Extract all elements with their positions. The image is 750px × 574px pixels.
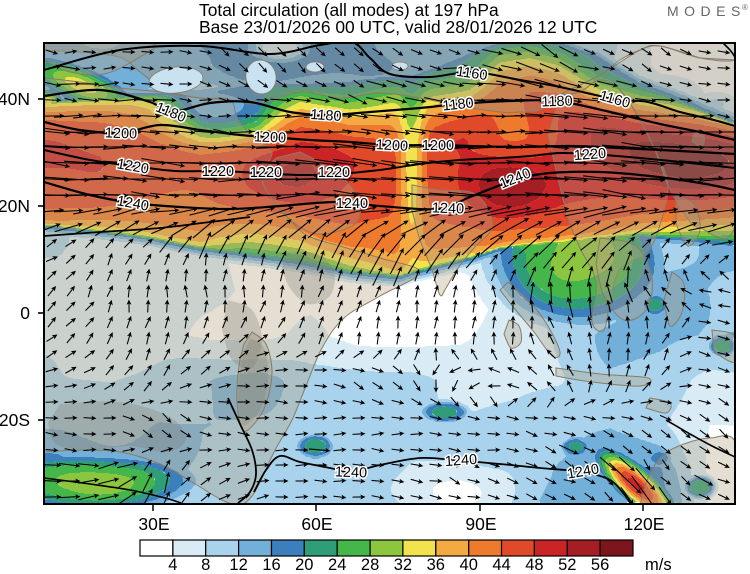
svg-text:m/s: m/s: [645, 556, 672, 574]
svg-text:1200: 1200: [375, 137, 408, 155]
svg-text:16: 16: [262, 556, 280, 574]
svg-text:1240: 1240: [444, 452, 477, 470]
svg-text:32: 32: [394, 556, 412, 574]
svg-text:1240: 1240: [335, 464, 368, 481]
svg-text:12: 12: [229, 556, 247, 574]
svg-text:20S: 20S: [0, 410, 30, 430]
svg-text:90E: 90E: [465, 514, 496, 534]
svg-text:120E: 120E: [624, 514, 665, 534]
svg-text:60E: 60E: [301, 514, 332, 534]
svg-text:1220: 1220: [202, 164, 234, 180]
svg-text:52: 52: [558, 556, 576, 574]
svg-text:1180: 1180: [310, 107, 342, 125]
svg-text:40N: 40N: [0, 89, 30, 109]
svg-text:44: 44: [492, 556, 510, 574]
svg-text:1200: 1200: [105, 125, 138, 142]
svg-text:1220: 1220: [250, 165, 282, 181]
svg-text:1180: 1180: [541, 93, 573, 110]
svg-text:40: 40: [460, 556, 478, 574]
svg-text:1160: 1160: [455, 64, 488, 84]
svg-text:0: 0: [20, 303, 30, 323]
svg-text:1220: 1220: [573, 146, 606, 164]
svg-text:56: 56: [591, 556, 609, 574]
svg-text:MODES: MODES: [667, 3, 746, 19]
svg-text:30E: 30E: [138, 514, 169, 534]
svg-text:24: 24: [328, 556, 346, 574]
svg-text:Base 23/01/2026 00 UTC, valid: Base 23/01/2026 00 UTC, valid 28/01/2026…: [199, 17, 597, 37]
svg-text:1200: 1200: [254, 129, 287, 146]
svg-text:1240: 1240: [336, 196, 368, 212]
svg-text:1200: 1200: [422, 138, 454, 154]
svg-text:28: 28: [361, 556, 379, 574]
svg-text:1220: 1220: [318, 165, 350, 181]
svg-text:4: 4: [168, 556, 177, 574]
svg-text:48: 48: [525, 556, 543, 574]
svg-text:20N: 20N: [0, 196, 30, 216]
svg-text:8: 8: [201, 556, 210, 574]
svg-text:36: 36: [427, 556, 445, 574]
svg-text:1180: 1180: [442, 95, 475, 114]
svg-text:Total circulation (all modes): Total circulation (all modes) at 197 hPa: [199, 0, 499, 20]
svg-text:20: 20: [295, 556, 313, 574]
svg-text:®: ®: [742, 3, 748, 12]
svg-text:1240: 1240: [432, 200, 465, 217]
